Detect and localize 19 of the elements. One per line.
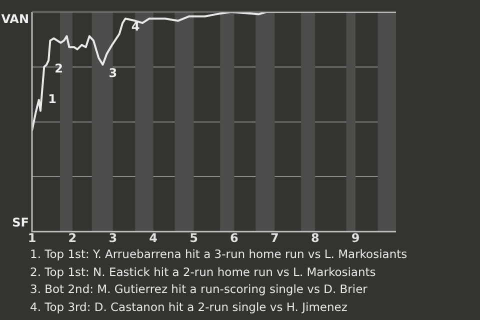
annotation: 1 — [48, 92, 56, 106]
x-tick-label: 8 — [310, 230, 320, 245]
x-tick-label: 3 — [108, 230, 118, 245]
x-tick-label: 9 — [351, 230, 360, 245]
annotation: 2 — [54, 61, 63, 76]
text: 1. Top 1st: Y. Arruebarrena hit a 3-run home run vs L. Markosiants — [30, 246, 408, 263]
x-tick-label: 4 — [149, 230, 158, 245]
text: VAN — [1, 12, 29, 26]
text: 2. Top 1st: N. Eastick hit a 2-run home run vs L. Markosiants — [30, 264, 377, 280]
x-tick-label: 5 — [190, 230, 198, 245]
annotation: 4 — [131, 20, 140, 34]
x-tick-label: 6 — [230, 230, 238, 245]
text: 3. Bot 2nd: M. Gutierrez hit a run-scoring single vs D. Brier — [30, 281, 368, 298]
x-tick-label: 1 — [28, 230, 36, 245]
x-tick-label: 7 — [270, 230, 279, 245]
text: SF — [12, 216, 29, 230]
text: 4. Top 3rd: D. Castanon hit a 2-run single vs H. Jimenez — [30, 298, 348, 316]
annotation: 3 — [108, 66, 118, 80]
x-tick-label: 2 — [68, 230, 77, 245]
